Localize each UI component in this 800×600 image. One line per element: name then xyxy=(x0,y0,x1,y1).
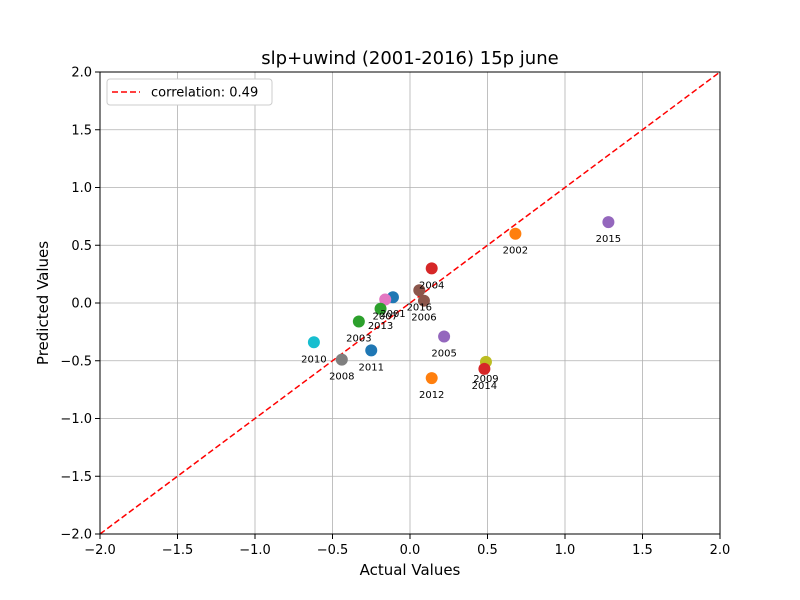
y-tick-label: −1.0 xyxy=(60,412,92,427)
y-tick-label: −0.5 xyxy=(60,354,92,369)
data-point-2005 xyxy=(438,330,451,343)
point-label-2005: 2005 xyxy=(431,348,456,359)
data-point-2003 xyxy=(352,315,365,328)
y-axis-ticks: −2.0 −1.5 −1.0 −0.5 0.0 0.5 1.0 1.5 2.0 xyxy=(60,66,100,543)
y-tick-label: 2.0 xyxy=(71,66,92,81)
x-tick-label: −1.5 xyxy=(162,543,194,558)
y-tick-label: 1.0 xyxy=(71,181,92,196)
grid-lines xyxy=(99,71,721,535)
y-tick-label: 0.5 xyxy=(71,239,92,254)
data-point-2013 xyxy=(374,302,387,315)
data-point-2004 xyxy=(425,262,438,275)
y-tick-label: 1.5 xyxy=(71,123,92,138)
data-point-2011 xyxy=(365,344,378,357)
data-point-2010 xyxy=(307,336,320,349)
y-axis-label: Predicted Values xyxy=(34,241,52,365)
point-label-2010: 2010 xyxy=(301,354,326,365)
x-tick-label: −0.5 xyxy=(317,543,349,558)
data-point-2014 xyxy=(478,362,491,375)
point-label-2001: 2001 xyxy=(380,309,405,320)
x-tick-label: −1.0 xyxy=(239,543,271,558)
x-axis-label: Actual Values xyxy=(360,561,461,579)
point-label-2015: 2015 xyxy=(596,234,621,245)
point-label-2006: 2006 xyxy=(411,313,436,324)
y-tick-label: −2.0 xyxy=(60,528,92,543)
point-label-2013: 2013 xyxy=(368,321,393,332)
chart-title: slp+uwind (2001-2016) 15p june xyxy=(261,48,558,69)
data-point-2012 xyxy=(425,372,438,385)
point-label-2016: 2016 xyxy=(407,302,432,313)
data-point-2015 xyxy=(602,216,615,229)
x-axis-ticks: −2.0 −1.5 −1.0 −0.5 0.0 0.5 1.0 1.5 2.0 xyxy=(84,534,730,558)
point-labels: 2001 2002 2003 2004 2005 2006 2007 2008 2009 2010… xyxy=(301,234,621,401)
point-label-2011: 2011 xyxy=(359,362,384,373)
x-tick-label: 0.0 xyxy=(400,543,421,558)
data-point-2002 xyxy=(509,227,522,240)
point-label-2014: 2014 xyxy=(472,381,497,392)
y-tick-label: 0.0 xyxy=(71,297,92,312)
point-label-2007: 2007 xyxy=(372,312,397,323)
point-label-2009: 2009 xyxy=(473,374,498,385)
point-label-2004: 2004 xyxy=(419,280,444,291)
correlation-reference-line xyxy=(99,71,721,535)
x-tick-label: 1.0 xyxy=(555,543,576,558)
data-point-2016 xyxy=(413,284,426,297)
x-tick-label: 2.0 xyxy=(710,543,731,558)
legend: correlation: 0.49 xyxy=(106,78,273,106)
data-points xyxy=(307,216,615,385)
data-point-2008 xyxy=(335,353,348,366)
point-label-2012: 2012 xyxy=(419,390,444,401)
point-label-2008: 2008 xyxy=(329,372,354,383)
point-label-2002: 2002 xyxy=(503,246,528,257)
x-tick-label: 1.5 xyxy=(632,543,653,558)
data-point-2006 xyxy=(417,294,430,307)
data-point-2007 xyxy=(379,293,392,306)
legend-entry-correlation: correlation: 0.49 xyxy=(151,86,258,101)
point-label-2003: 2003 xyxy=(346,333,371,344)
x-tick-label: −2.0 xyxy=(84,543,116,558)
x-tick-label: 0.5 xyxy=(477,543,498,558)
legend-box xyxy=(106,78,273,106)
y-tick-label: −1.5 xyxy=(60,470,92,485)
